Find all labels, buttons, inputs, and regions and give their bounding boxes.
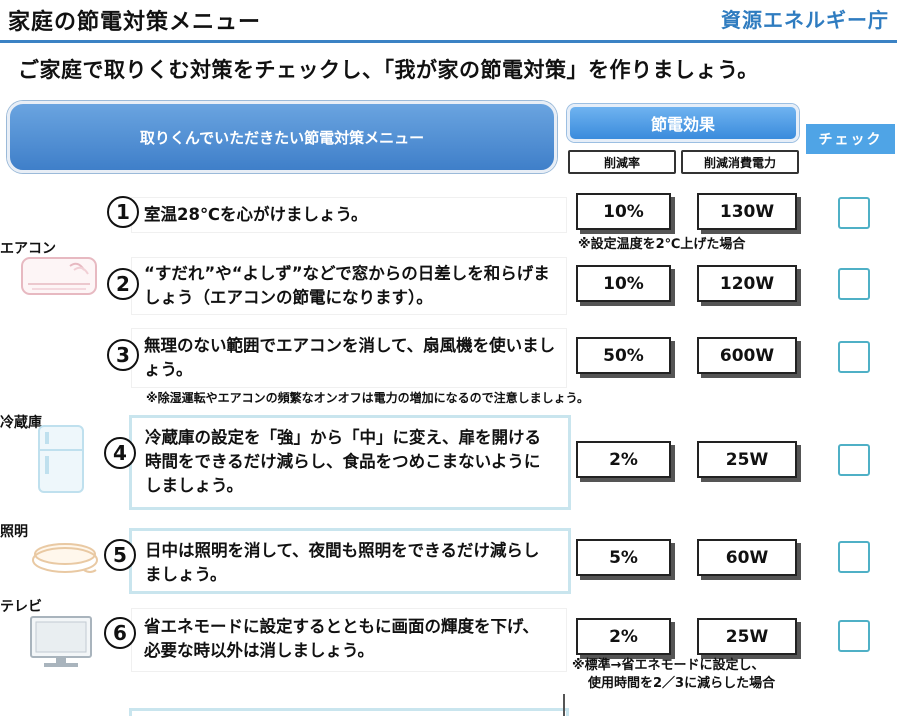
reduction-rate-header: 削減率 [568,150,676,174]
measure-number-3: 3 [107,339,139,371]
measure-item-6: 省エネモードに設定するとともに画面の輝度を下げ、必要な時以外は消しましょう。 [131,608,567,672]
reduced-power-header: 削減消費電力 [681,150,799,174]
reduced-power-5: 60W [697,539,797,576]
reduced-power-5-value: 60W [725,547,769,568]
measure-item-5: 日中は照明を消して、夜間も照明をできるだけ減らしましょう。 [129,528,571,594]
reduction-rate-1: 10% [576,193,671,230]
page-subtitle: ご家庭で取りくむ対策をチェックし、「我が家の節電対策」を作りましょう。 [18,58,759,82]
measure-checkbox-2[interactable] [838,268,870,300]
ceiling-light-illustration [32,543,98,573]
measure-number-4-label: 4 [113,441,127,465]
reduction-rate-5-value: 5% [609,547,638,568]
measure-item-4: 冷蔵庫の設定を「強」から「中」に変え、扉を開ける時間をできるだけ減らし、食品をつ… [129,415,571,510]
reduction-rate-2: 10% [576,265,671,302]
page-title: 家庭の節電対策メニュー [8,10,262,35]
measure-number-1: 1 [107,196,139,228]
note-item-6-line1: ※標準→省エネモードに設定し、 [572,658,765,673]
reduced-power-2-value: 120W [719,273,775,294]
reduction-rate-6-value: 2% [609,626,638,647]
reduction-rate-4: 2% [576,441,671,478]
note-item-3: ※除湿運転やエアコンの頻繁なオンオフは電力の増加になるので注意しましょう。 [146,391,589,405]
measure-number-4: 4 [104,437,136,469]
category-fridge: 冷蔵庫 [0,415,42,431]
reduction-rate-1-value: 10% [603,201,644,222]
measure-text-2: “すだれ”や“よしず”などで窓からの日差しを和らげましょう（エアコンの節電になり… [144,264,550,307]
reduced-power-4-value: 25W [725,449,769,470]
title-underline [0,40,897,43]
reduction-rate-4-value: 2% [609,449,638,470]
reduced-power-6-value: 25W [725,626,769,647]
tv-illustration [30,616,92,667]
reduction-rate-3: 50% [576,337,671,374]
note-item-1: ※設定温度を2℃上げた場合 [578,237,746,252]
measure-text-6: 省エネモードに設定するとともに画面の輝度を下げ、必要な時以外は消しましょう。 [144,617,539,660]
measure-number-2-label: 2 [116,272,130,296]
measure-number-5-label: 5 [113,543,127,567]
measure-item-2: “すだれ”や“よしず”などで窓からの日差しを和らげましょう（エアコンの節電になり… [131,257,567,315]
measure-number-2: 2 [107,268,139,300]
measure-checkbox-1[interactable] [838,197,870,229]
measure-text-3: 無理のない範囲でエアコンを消して、扇風機を使いましょう。 [144,336,556,379]
measure-number-5: 5 [104,539,136,571]
reduction-rate-3-value: 50% [603,345,644,366]
measure-item-3: 無理のない範囲でエアコンを消して、扇風機を使いましょう。 [131,328,567,388]
reduced-power-1-value: 130W [719,201,775,222]
measure-checkbox-4[interactable] [838,444,870,476]
bracket-line [555,694,565,716]
measure-text-4: 冷蔵庫の設定を「強」から「中」に変え、扉を開ける時間をできるだけ減らし、食品をつ… [145,428,541,495]
measure-number-6-label: 6 [113,621,127,645]
menu-column-header-label: 取りくんでいただきたい節電対策メニュー [139,128,425,147]
reduced-power-1: 130W [697,193,797,230]
category-tv: テレビ [0,599,42,615]
check-column-header: チェック [806,124,895,154]
note-item-6-line2: 使用時間を2／3に減らした場合 [588,675,776,691]
measure-item-7-partial [129,708,569,716]
effect-column-header-label: 節電効果 [650,115,715,134]
reduction-rate-header-label: 削減率 [603,155,640,170]
note-item-6: ※標準→省エネモードに設定し、 使用時間を2／3に減らした場合 [572,657,775,692]
measure-text-5: 日中は照明を消して、夜間も照明をできるだけ減らしましょう。 [145,541,540,584]
reduced-power-4: 25W [697,441,797,478]
reduced-power-header-label: 削減消費電力 [703,155,776,170]
measure-checkbox-6[interactable] [838,620,870,652]
menu-column-header: 取りくんでいただきたい節電対策メニュー [7,101,557,173]
measure-number-6: 6 [104,617,136,649]
reduction-rate-2-value: 10% [603,273,644,294]
check-column-header-label: チェック [818,132,883,148]
effect-column-header: 節電効果 [567,104,799,142]
reduction-rate-5: 5% [576,539,671,576]
reduced-power-3: 600W [697,337,797,374]
measure-item-1: 室温28℃を心がけましょう。 [131,197,567,233]
measure-text-1: 室温28℃を心がけましょう。 [144,205,368,224]
agency-name: 資源エネルギー庁 [721,8,889,32]
reduced-power-3-value: 600W [719,345,775,366]
fridge-illustration [38,425,84,493]
reduced-power-2: 120W [697,265,797,302]
reduction-rate-6: 2% [576,618,671,655]
reduced-power-6: 25W [697,618,797,655]
measure-checkbox-5[interactable] [838,541,870,573]
measure-checkbox-3[interactable] [838,341,870,373]
measure-number-3-label: 3 [116,343,130,367]
category-lighting: 照明 [0,524,28,540]
title-bar: 家庭の節電対策メニュー 資源エネルギー庁 [0,0,897,44]
aircon-illustration [21,257,97,295]
category-aircon: エアコン [0,241,56,257]
measure-number-1-label: 1 [116,200,130,224]
